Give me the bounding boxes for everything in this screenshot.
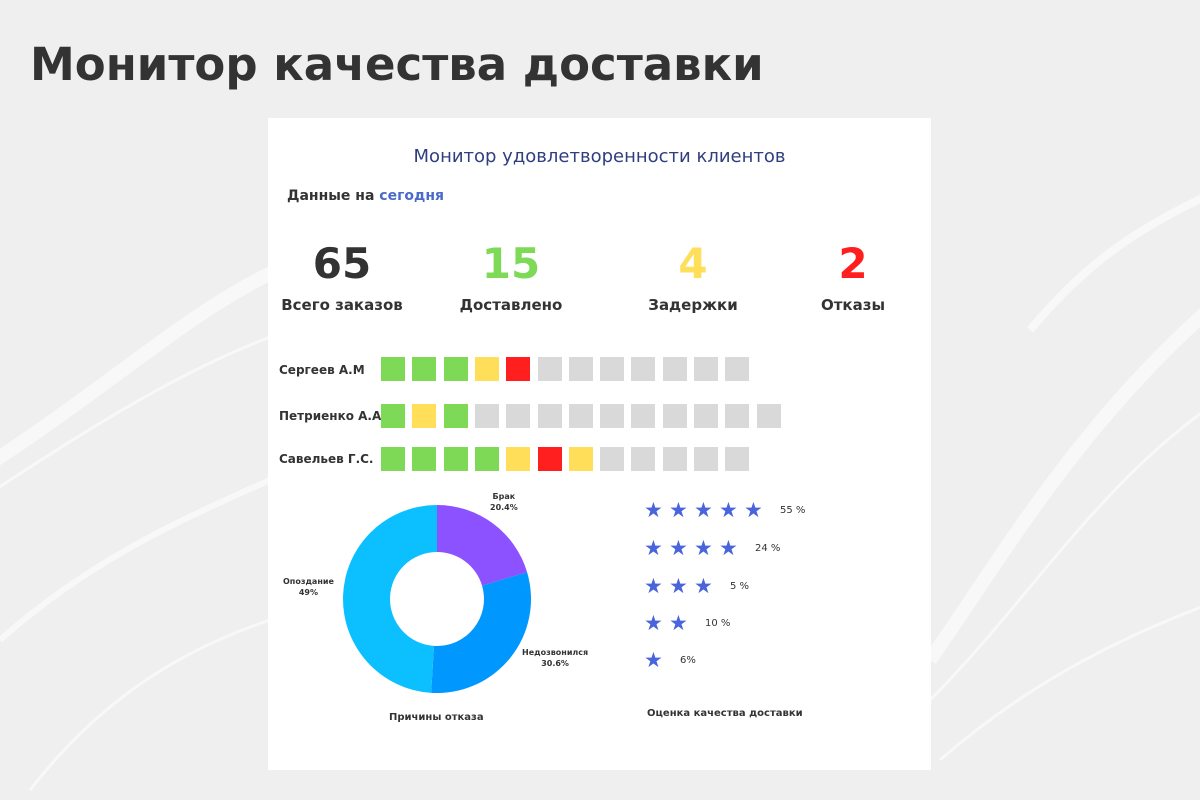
kpi-delivered: 15 Доставлено bbox=[431, 238, 591, 314]
kpi-total-orders: 65 Всего заказов bbox=[262, 238, 422, 314]
status-cell-delivered bbox=[474, 447, 499, 471]
star-icon: ★ bbox=[669, 611, 688, 635]
status-cell-pending bbox=[662, 357, 687, 381]
status-cell-refused bbox=[506, 357, 531, 381]
kpi-value: 65 bbox=[312, 239, 372, 288]
status-cell-pending bbox=[568, 404, 593, 428]
rating-row-5-stars: ★ ★ ★ ★ ★ 55 % bbox=[644, 498, 806, 522]
status-cell-pending bbox=[725, 404, 750, 428]
kpi-label: Всего заказов bbox=[281, 296, 403, 314]
status-cell-delivered bbox=[381, 404, 405, 428]
star-icon: ★ bbox=[644, 498, 663, 522]
status-cell-pending bbox=[631, 404, 656, 428]
rating-row-4-stars: ★ ★ ★ ★ 24 % bbox=[644, 536, 781, 560]
kpi-refusals: 2 Отказы bbox=[773, 238, 933, 314]
refusal-reasons-donut bbox=[343, 505, 531, 693]
star-icon: ★ bbox=[694, 498, 713, 522]
status-cell-delivered bbox=[443, 357, 468, 381]
pie-label-value: 20.4% bbox=[490, 503, 518, 512]
status-cell-pending bbox=[725, 447, 750, 471]
refusal-reasons-caption: Причины отказа bbox=[389, 712, 484, 723]
status-cell-delivered bbox=[381, 447, 405, 471]
star-icon: ★ bbox=[719, 498, 738, 522]
courier-name: Петриенко А.А bbox=[279, 409, 382, 423]
courier-name: Сергеев А.М bbox=[279, 363, 365, 377]
pie-label-no-answer: Недозвонился 30.6% bbox=[522, 647, 588, 669]
kpi-value: 4 bbox=[678, 239, 708, 288]
star-icon: ★ bbox=[744, 498, 763, 522]
star-icon: ★ bbox=[694, 574, 713, 598]
status-cell-pending bbox=[600, 404, 625, 428]
rating-percent: 10 % bbox=[705, 617, 731, 629]
status-cell-pending bbox=[631, 447, 656, 471]
status-cell-pending bbox=[756, 404, 781, 428]
star-icon: ★ bbox=[644, 648, 663, 672]
rating-row-1-stars: ★ 6% bbox=[644, 648, 696, 672]
status-cell-delayed bbox=[412, 404, 437, 428]
page-title: Монитор качества доставки bbox=[30, 38, 764, 91]
pie-label-name: Недозвонился bbox=[522, 648, 589, 657]
status-cell-pending bbox=[474, 404, 499, 428]
status-cell-delivered bbox=[443, 404, 468, 428]
donut-slice-3 bbox=[343, 505, 437, 693]
status-cell-delayed bbox=[474, 357, 499, 381]
star-icon: ★ bbox=[644, 574, 663, 598]
star-icon: ★ bbox=[719, 536, 738, 560]
status-cell-delayed bbox=[506, 447, 531, 471]
star-icon: ★ bbox=[669, 498, 688, 522]
status-cell-refused bbox=[537, 447, 562, 471]
status-cell-delivered bbox=[381, 357, 405, 381]
dashboard-card: Монитор удовлетворенности клиентов Данны… bbox=[268, 118, 931, 770]
as-of-date-link[interactable]: сегодня bbox=[379, 188, 444, 204]
status-cell-pending bbox=[506, 404, 531, 428]
dashboard-title: Монитор удовлетворенности клиентов bbox=[413, 146, 786, 167]
star-icon: ★ bbox=[669, 574, 688, 598]
pie-label-late: Опоздание 49% bbox=[283, 576, 334, 598]
rating-row-2-stars: ★ ★ 10 % bbox=[644, 611, 731, 635]
pie-label-name: Опоздание bbox=[283, 577, 334, 586]
status-cell-delivered bbox=[412, 447, 437, 471]
rating-percent: 6% bbox=[680, 654, 696, 666]
kpi-value: 2 bbox=[838, 239, 868, 288]
star-icon: ★ bbox=[669, 536, 688, 560]
status-cell-pending bbox=[694, 404, 718, 428]
kpi-label: Задержки bbox=[648, 296, 738, 314]
status-cell-pending bbox=[662, 447, 687, 471]
rating-percent: 5 % bbox=[730, 580, 750, 592]
status-cell-delayed bbox=[568, 447, 593, 471]
donut-slice-1 bbox=[437, 505, 528, 586]
status-cell-pending bbox=[600, 357, 625, 381]
status-cell-pending bbox=[568, 357, 593, 381]
status-cell-pending bbox=[725, 357, 750, 381]
star-icon: ★ bbox=[644, 611, 663, 635]
as-of-label: Данные на bbox=[287, 188, 375, 204]
status-cell-delivered bbox=[412, 357, 437, 381]
rating-percent: 24 % bbox=[755, 542, 781, 554]
courier-name: Савельев Г.С. bbox=[279, 452, 374, 466]
status-cell-pending bbox=[631, 357, 656, 381]
as-of-line: Данные на сегодня bbox=[287, 188, 444, 204]
star-icon: ★ bbox=[694, 536, 713, 560]
quality-rating-caption: Оценка качества доставки bbox=[647, 708, 803, 719]
pie-label-value: 30.6% bbox=[541, 659, 569, 668]
status-cell-pending bbox=[694, 357, 718, 381]
kpi-delays: 4 Задержки bbox=[613, 238, 773, 314]
kpi-label: Отказы bbox=[820, 296, 886, 314]
status-cell-delivered bbox=[443, 447, 468, 471]
status-cell-pending bbox=[694, 447, 718, 471]
status-cell-pending bbox=[662, 404, 687, 428]
status-cell-pending bbox=[537, 357, 562, 381]
rating-percent: 55 % bbox=[780, 504, 806, 516]
pie-label-name: Брак bbox=[492, 492, 516, 501]
star-icon: ★ bbox=[644, 536, 663, 560]
donut-slice-2 bbox=[431, 572, 531, 693]
pie-label-defect: Брак 20.4% bbox=[490, 491, 518, 513]
rating-row-3-stars: ★ ★ ★ 5 % bbox=[644, 574, 750, 598]
status-cell-pending bbox=[537, 404, 562, 428]
status-cell-pending bbox=[600, 447, 625, 471]
pie-label-value: 49% bbox=[298, 588, 319, 597]
kpi-label: Доставлено bbox=[459, 296, 563, 314]
kpi-value: 15 bbox=[481, 239, 541, 288]
